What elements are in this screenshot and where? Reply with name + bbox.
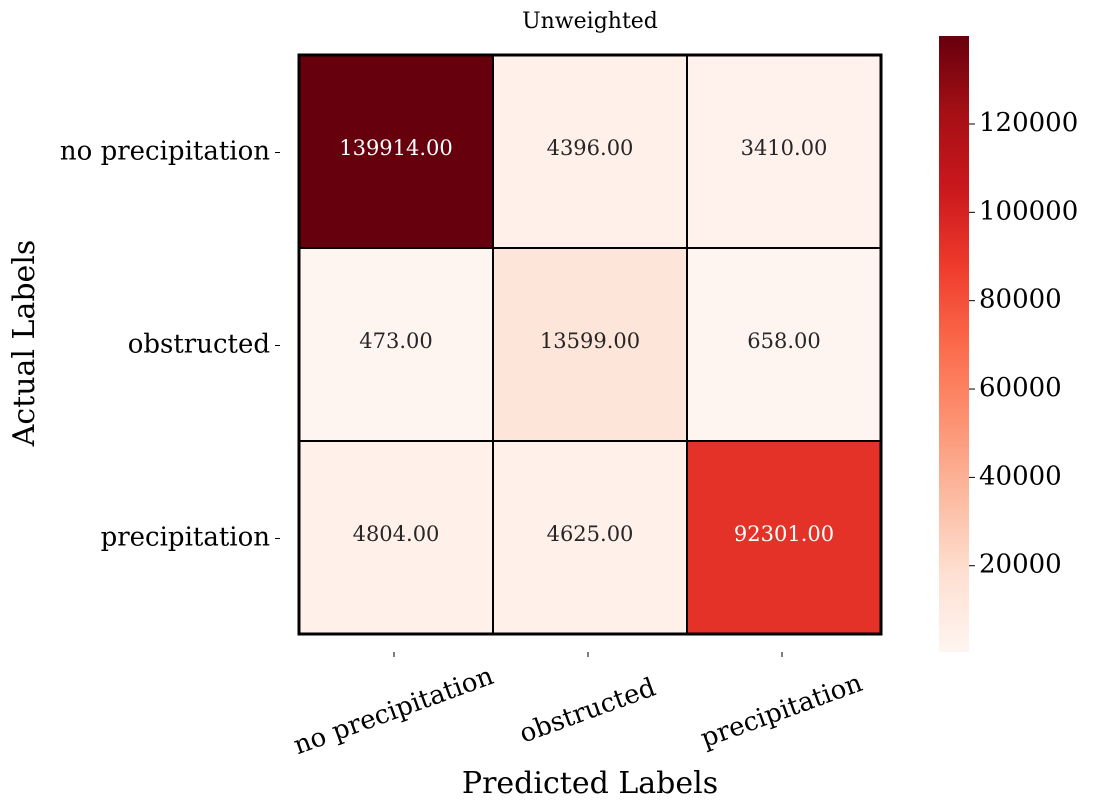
cell-value-label: 4396.00: [547, 136, 634, 160]
heatmap-cell: [687, 248, 881, 441]
heatmap-frame: [297, 53, 883, 636]
heatmap-cell: [299, 55, 493, 248]
heatmap-cell: [299, 441, 493, 634]
colorbar-tick-label: 120000: [979, 108, 1078, 138]
colorbar-tick-label: 100000: [979, 196, 1078, 226]
heatmap-cell: [687, 441, 881, 634]
cell-value-label: 4625.00: [547, 522, 634, 546]
heatmap-cell: [493, 441, 687, 634]
colorbar: [939, 36, 969, 652]
heatmap-cell: [493, 55, 687, 248]
x-tick-label: obstructed: [516, 673, 660, 750]
x-axis-ticks: no precipitation obstructed precipitation: [290, 652, 867, 761]
cell-value-label: 4804.00: [353, 522, 440, 546]
x-tick-label: precipitation: [697, 668, 867, 754]
y-tick-label: obstructed: [128, 330, 270, 360]
cell-value-label: 3410.00: [741, 136, 828, 160]
colorbar-tick-label: 40000: [979, 461, 1062, 491]
y-axis-label: Actual Labels: [7, 240, 42, 448]
cell-value-label: 658.00: [747, 329, 820, 353]
colorbar-tick-label: 80000: [979, 285, 1062, 315]
heatmap-cells: 139914.00 4396.00 3410.00 473.00 13599.00 658…: [299, 55, 881, 634]
y-axis-ticks: no precipitation obstructed precipitation: [60, 137, 280, 553]
x-axis-label: Predicted Labels: [462, 766, 718, 801]
heatmap-grid: [297, 53, 883, 636]
cell-value-label: 139914.00: [339, 136, 453, 160]
x-tick-label: no precipitation: [290, 661, 498, 761]
heatmap-cell: [299, 248, 493, 441]
y-tick-label: precipitation: [101, 523, 271, 553]
chart-title: Unweighted: [522, 9, 658, 34]
heatmap-cell: [493, 248, 687, 441]
colorbar-ticks: 20000 40000 60000 80000 100000 120000: [969, 108, 1078, 580]
cell-value-label: 92301.00: [734, 522, 834, 546]
y-tick-label: no precipitation: [60, 137, 270, 167]
heatmap-cell: [687, 55, 881, 248]
colorbar-tick-label: 60000: [979, 373, 1062, 403]
cell-value-label: 473.00: [359, 329, 432, 353]
colorbar-tick-label: 20000: [979, 550, 1062, 580]
cell-value-label: 13599.00: [540, 329, 640, 353]
